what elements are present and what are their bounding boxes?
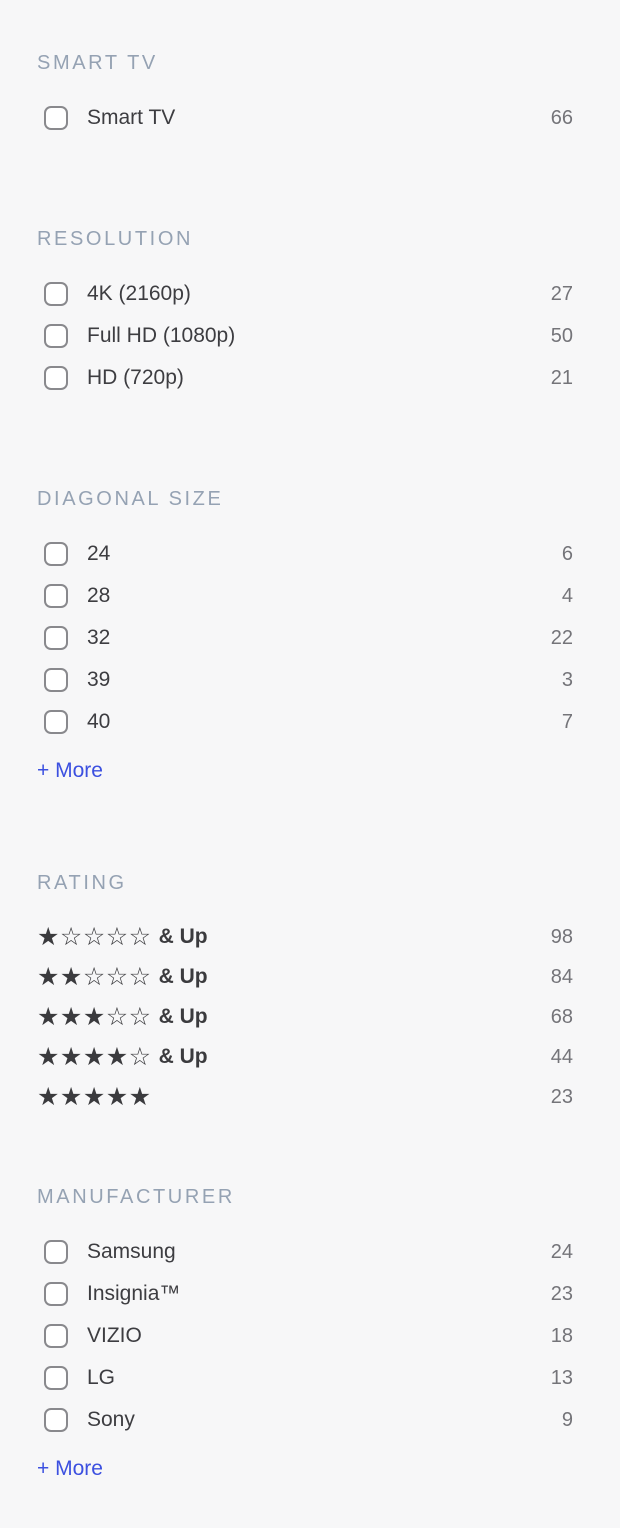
filter-section: SMART TV Smart TV 66 [37,53,573,139]
option-label: Samsung [87,1240,176,1263]
filter-option-row[interactable]: Insignia™ 23 [37,1273,573,1315]
option-count: 23 [550,1282,573,1305]
option-count: 24 [550,1240,573,1263]
star-rating-icon: ★★★★☆ [37,1042,152,1071]
option-count: 21 [550,366,573,389]
option-count: 13 [550,1366,573,1389]
option-label: Sony [87,1408,135,1431]
section-title: RESOLUTION [37,228,194,250]
filter-option-row[interactable]: Sony 9 [37,1399,573,1441]
option-count: 66 [550,106,573,129]
option-count: 22 [550,626,573,649]
checkbox-unchecked-icon[interactable] [44,1282,68,1306]
filter-option-row[interactable]: 40 7 [37,701,573,743]
star-rating-icon: ★★☆☆☆ [37,962,152,991]
filter-option-row[interactable]: LG 13 [37,1357,573,1399]
section-title: RATING [37,872,127,894]
option-count: 68 [550,1005,573,1028]
section-title: SMART TV [37,52,158,74]
option-label: 40 [87,710,111,733]
rating-suffix-label: & Up [158,1005,208,1028]
checkbox-unchecked-icon[interactable] [44,1324,68,1348]
option-label: 32 [87,626,111,649]
option-label: Insignia™ [87,1282,181,1305]
filter-option-row[interactable]: 28 4 [37,575,573,617]
filter-option-row[interactable]: 4K (2160p) 27 [37,273,573,315]
option-label: 28 [87,584,111,607]
section-title: DIAGONAL SIZE [37,488,224,510]
section-title: MANUFACTURER [37,1186,235,1208]
option-count: 18 [550,1324,573,1347]
rating-suffix-label: & Up [158,965,208,988]
checkbox-unchecked-icon[interactable] [44,668,68,692]
option-count: 44 [550,1045,573,1068]
option-count: 9 [561,1408,573,1431]
option-label: LG [87,1366,116,1389]
filter-section: RATING ★☆☆☆☆ & Up 98 ★★☆☆☆ & Up 84 ★★★☆☆… [37,873,573,1117]
filter-option-row[interactable]: 24 6 [37,533,573,575]
more-link[interactable]: + More [37,1457,103,1480]
rating-filter-row[interactable]: ★★★☆☆ & Up 68 [37,997,573,1037]
option-count: 3 [561,668,573,691]
option-count: 27 [550,282,573,305]
checkbox-unchecked-icon[interactable] [44,282,68,306]
option-label: Smart TV [87,106,176,129]
option-label: 39 [87,668,111,691]
option-count: 6 [561,542,573,565]
rating-filter-row[interactable]: ★★★★☆ & Up 44 [37,1037,573,1077]
option-label: 4K (2160p) [87,282,191,305]
rating-filter-row[interactable]: ★☆☆☆☆ & Up 98 [37,917,573,957]
option-count: 98 [550,925,573,948]
checkbox-unchecked-icon[interactable] [44,1408,68,1432]
filter-section: DIAGONAL SIZE 24 6 28 4 32 22 39 3 40 7 … [37,489,573,783]
rating-suffix-label: & Up [158,925,208,948]
option-list: Smart TV 66 [37,97,573,139]
option-list: 24 6 28 4 32 22 39 3 40 7 [37,533,573,743]
more-link[interactable]: + More [37,759,103,782]
checkbox-unchecked-icon[interactable] [44,1240,68,1264]
option-label: HD (720p) [87,366,184,389]
filter-option-row[interactable]: HD (720p) 21 [37,357,573,399]
filter-option-row[interactable]: 39 3 [37,659,573,701]
checkbox-unchecked-icon[interactable] [44,710,68,734]
checkbox-unchecked-icon[interactable] [44,626,68,650]
option-count: 84 [550,965,573,988]
option-list: 4K (2160p) 27 Full HD (1080p) 50 HD (720… [37,273,573,399]
option-label: VIZIO [87,1324,142,1347]
rating-filter-row[interactable]: ★★★★★ 23 [37,1077,573,1117]
option-list: Samsung 24 Insignia™ 23 VIZIO 18 LG 13 S… [37,1231,573,1441]
filter-option-row[interactable]: Samsung 24 [37,1231,573,1273]
checkbox-unchecked-icon[interactable] [44,1366,68,1390]
checkbox-unchecked-icon[interactable] [44,106,68,130]
option-list: ★☆☆☆☆ & Up 98 ★★☆☆☆ & Up 84 ★★★☆☆ & Up 6… [37,917,573,1117]
option-label: 24 [87,542,111,565]
filter-option-row[interactable]: Smart TV 66 [37,97,573,139]
filter-option-row[interactable]: 32 22 [37,617,573,659]
filter-section: RESOLUTION 4K (2160p) 27 Full HD (1080p)… [37,229,573,399]
checkbox-unchecked-icon[interactable] [44,584,68,608]
option-count: 4 [561,584,573,607]
star-rating-icon: ★☆☆☆☆ [37,922,152,951]
option-label: Full HD (1080p) [87,324,236,347]
star-rating-icon: ★★★★★ [37,1082,152,1111]
filter-option-row[interactable]: Full HD (1080p) 50 [37,315,573,357]
option-count: 50 [550,324,573,347]
filter-option-row[interactable]: VIZIO 18 [37,1315,573,1357]
option-count: 7 [561,710,573,733]
option-count: 23 [550,1085,573,1108]
rating-suffix-label: & Up [158,1045,208,1068]
checkbox-unchecked-icon[interactable] [44,324,68,348]
filter-section: MANUFACTURER Samsung 24 Insignia™ 23 VIZ… [37,1187,573,1481]
rating-filter-row[interactable]: ★★☆☆☆ & Up 84 [37,957,573,997]
star-rating-icon: ★★★☆☆ [37,1002,152,1031]
checkbox-unchecked-icon[interactable] [44,366,68,390]
checkbox-unchecked-icon[interactable] [44,542,68,566]
